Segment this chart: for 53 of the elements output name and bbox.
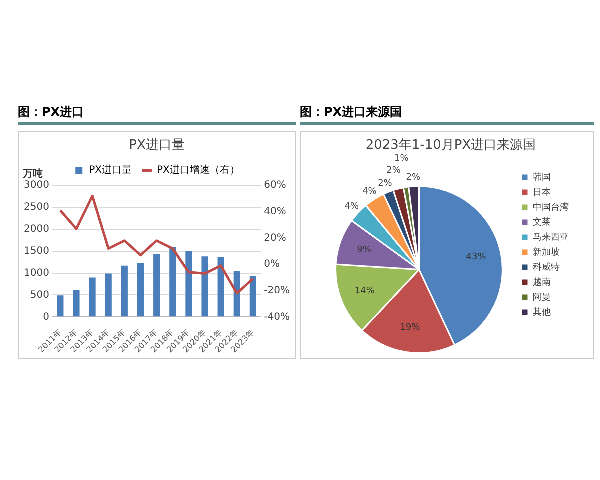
legend-label: PX进口增速（右） [157,164,240,176]
y-tick-label: 500 [30,290,50,301]
text: 图：PX进口来源国 [300,104,594,125]
bar [250,276,256,317]
y-tick-label: 1500 [24,246,50,257]
y-tick-label: 2500 [24,202,50,214]
y-axis-title: 万吨 [22,168,43,180]
legend-label: 新加坡 [533,246,560,258]
y2-tick-label: 0% [264,259,280,270]
bar [89,278,96,317]
bar [121,266,128,317]
legend-label: 其他 [533,306,551,318]
bar [218,258,224,317]
text: 图：PX进口 [18,104,296,125]
data-label: 1% [394,154,410,164]
legend-label: 科威特 [533,262,560,273]
legend-label: 日本 [533,186,551,198]
data-label: 9% [357,245,372,256]
bar [73,290,80,317]
bar [170,247,176,317]
y-tick-label: 3000 [24,180,50,192]
bar [186,251,192,317]
chart-title: PX进口量 [129,138,185,154]
bar [202,256,208,317]
legend-label: 马来西亚 [533,232,569,243]
y2-tick-label: 40% [264,206,286,218]
data-label: 14% [354,286,376,297]
data-label: 2% [386,166,402,176]
bar [138,263,144,317]
bar [105,274,112,317]
data-label: 43% [466,252,487,262]
y2-tick-label: 20% [264,232,286,244]
legend-label: 中国台湾 [533,202,569,213]
chart-title: 2023年1-10月PX进口来源国 [366,138,536,154]
data-label: 19% [400,322,421,333]
bar [57,296,64,317]
legend-label: 越南 [533,276,551,288]
legend-label: 文莱 [533,216,551,228]
y-tick-label: 0 [43,312,50,323]
data-label: 2% [406,172,422,183]
bar [154,254,160,317]
legend-label: 阿曼 [533,292,551,303]
y2-tick-label: -20% [264,285,290,296]
legend-label: 韩国 [533,172,551,183]
bar [234,271,240,317]
data-label: 4% [344,202,360,212]
y-tick-label: 2000 [24,224,50,236]
y-tick-label: 1000 [24,268,50,279]
data-label: 2% [378,179,393,190]
legend-label: PX进口量 [89,164,132,176]
data-label: 4% [362,187,378,198]
y2-tick-label: -40% [264,312,290,323]
y2-tick-label: 60% [264,180,286,192]
